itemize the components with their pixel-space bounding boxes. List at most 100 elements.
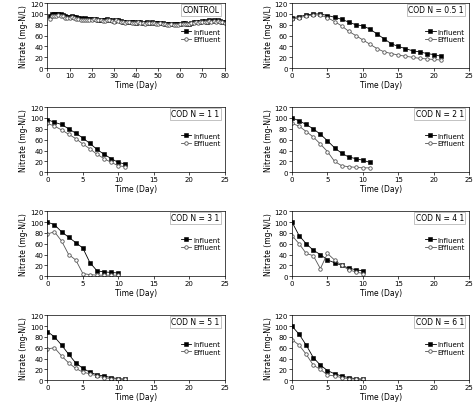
Effluent <box>101 273 107 278</box>
Y-axis label: Nitrate (mg-N/L): Nitrate (mg-N/L) <box>264 213 273 276</box>
Effluent <box>109 273 114 278</box>
Effluent <box>360 38 366 43</box>
Influent <box>360 158 366 163</box>
Influent <box>303 13 309 18</box>
Text: COD N = 6 1: COD N = 6 1 <box>416 317 464 326</box>
Influent <box>45 329 50 334</box>
Influent <box>296 234 302 238</box>
Effluent <box>296 124 302 129</box>
Effluent <box>289 234 295 238</box>
Effluent <box>353 34 359 39</box>
Effluent <box>80 370 86 375</box>
Influent <box>206 19 212 24</box>
Influent <box>66 127 72 132</box>
Legend: Influent, Effluent: Influent, Effluent <box>425 237 466 252</box>
Effluent <box>289 18 295 23</box>
X-axis label: Time (Day): Time (Day) <box>115 392 157 401</box>
Effluent <box>360 272 366 276</box>
Influent <box>80 366 86 371</box>
Effluent <box>123 377 128 382</box>
Text: COD N = 2 1: COD N = 2 1 <box>416 110 464 119</box>
Influent <box>66 352 72 357</box>
Influent <box>438 55 444 60</box>
Effluent <box>318 367 323 372</box>
Influent <box>73 361 79 366</box>
Effluent <box>325 16 330 21</box>
Effluent <box>382 50 387 55</box>
Effluent <box>289 337 295 342</box>
Effluent <box>66 252 72 257</box>
Line: Effluent: Effluent <box>290 234 365 276</box>
Influent <box>59 123 64 128</box>
Effluent <box>346 165 352 170</box>
Effluent <box>87 272 93 277</box>
Y-axis label: Nitrate (mg-N/L): Nitrate (mg-N/L) <box>19 317 28 379</box>
Influent <box>318 12 323 17</box>
Effluent <box>109 161 114 166</box>
Effluent <box>310 13 316 18</box>
Effluent <box>353 270 359 275</box>
Influent <box>109 270 114 275</box>
Influent <box>153 22 159 27</box>
Influent <box>424 52 429 57</box>
Effluent <box>417 57 422 62</box>
Influent <box>325 139 330 144</box>
Effluent <box>431 58 437 63</box>
Effluent <box>127 20 132 25</box>
Effluent <box>66 361 72 366</box>
Line: Effluent: Effluent <box>290 338 365 381</box>
Effluent <box>116 377 121 382</box>
Effluent <box>296 242 302 247</box>
Effluent <box>310 254 316 258</box>
Influent <box>45 118 50 123</box>
Influent <box>222 20 228 25</box>
Effluent <box>55 13 61 18</box>
Effluent <box>101 375 107 380</box>
Legend: Influent, Effluent: Influent, Effluent <box>425 340 466 355</box>
Effluent <box>80 142 86 147</box>
Effluent <box>339 375 345 380</box>
Legend: Influent, Effluent: Influent, Effluent <box>180 340 221 355</box>
Influent <box>332 16 337 20</box>
Y-axis label: Nitrate (mg-N/L): Nitrate (mg-N/L) <box>19 213 28 276</box>
Influent <box>402 47 408 52</box>
Effluent <box>222 21 228 26</box>
Effluent <box>289 121 295 126</box>
Influent <box>360 25 366 29</box>
Effluent <box>73 366 79 371</box>
Influent <box>289 16 295 21</box>
Effluent <box>45 232 50 237</box>
Effluent <box>109 376 114 381</box>
Influent <box>296 119 302 124</box>
Influent <box>73 131 79 136</box>
Influent <box>80 136 86 141</box>
Line: Influent: Influent <box>48 13 227 27</box>
Influent <box>325 368 330 373</box>
Effluent <box>410 56 415 61</box>
Influent <box>310 12 316 17</box>
Influent <box>87 261 93 265</box>
Effluent <box>332 258 337 263</box>
Effluent <box>101 157 107 162</box>
Influent <box>346 155 352 160</box>
Effluent <box>402 55 408 60</box>
Effluent <box>346 30 352 35</box>
Influent <box>101 153 107 157</box>
Influent <box>318 363 323 368</box>
Line: Effluent: Effluent <box>46 122 127 169</box>
Influent <box>171 23 176 28</box>
Effluent <box>87 371 93 376</box>
Influent <box>346 20 352 25</box>
Effluent <box>360 377 366 382</box>
Influent <box>73 240 79 245</box>
X-axis label: Time (Day): Time (Day) <box>360 392 401 401</box>
Influent <box>49 12 55 17</box>
Influent <box>388 42 394 47</box>
Effluent <box>45 346 50 351</box>
Influent <box>318 133 323 137</box>
Text: COD N = 3 1: COD N = 3 1 <box>171 213 219 222</box>
Effluent <box>94 373 100 378</box>
Influent <box>59 343 64 348</box>
Influent <box>339 263 345 268</box>
Influent <box>374 32 380 37</box>
